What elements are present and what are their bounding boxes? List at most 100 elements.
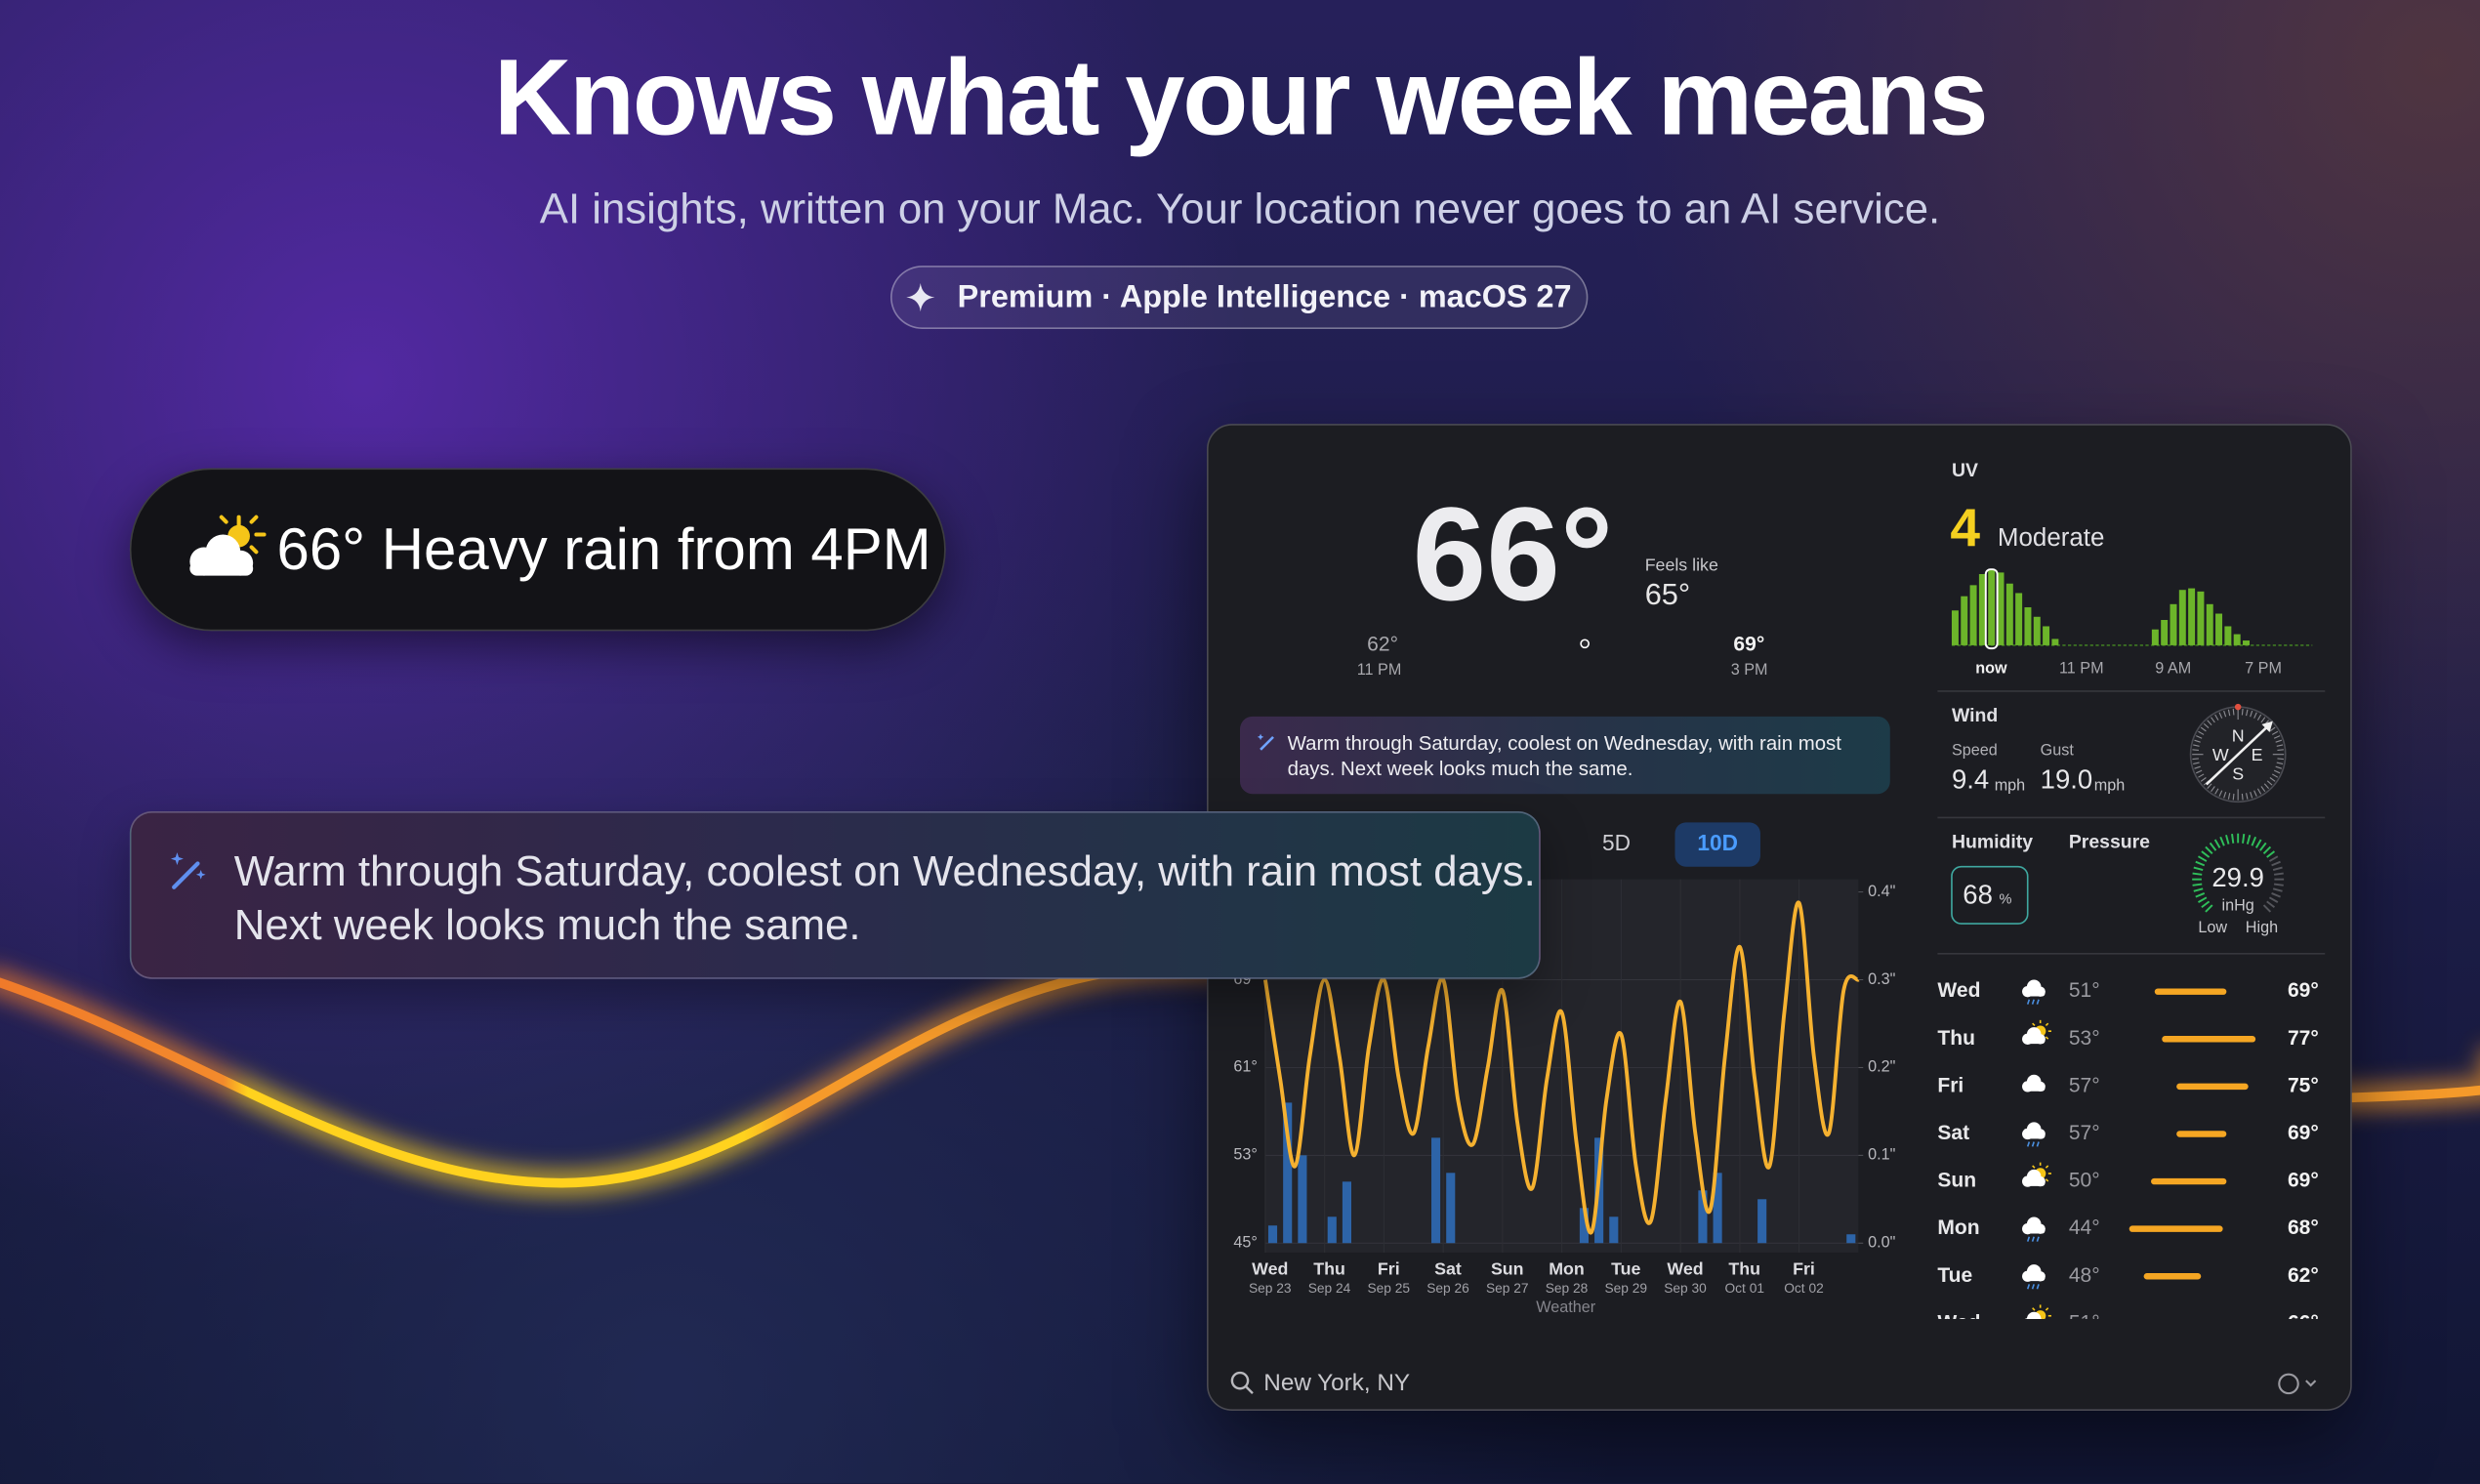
compass-tick [2273, 735, 2281, 739]
compass-tick [2207, 720, 2212, 725]
precipitation-bar [1446, 1173, 1456, 1244]
low-time: 11 PM [1357, 661, 1402, 679]
cloud [2022, 1037, 2046, 1045]
uv-bar [2043, 626, 2050, 645]
gauge-tick [2262, 845, 2272, 855]
notification-text: 66° Heavy rain from 4PM [276, 516, 931, 583]
uv-bar [2197, 591, 2205, 645]
cloud [2022, 1085, 2046, 1092]
uv-bar [2233, 634, 2241, 645]
rain-drop [2026, 1236, 2031, 1242]
x-tick-label: Thu [1313, 1258, 1345, 1278]
settings-button[interactable] [2278, 1373, 2299, 1395]
day-label: Fri [1937, 1074, 1963, 1096]
x-tick-label: Sun [1491, 1258, 1524, 1278]
search-text[interactable]: New York, NY [1263, 1370, 1410, 1396]
x-tick-label: Mon [1549, 1258, 1585, 1278]
rain-drop [2026, 1284, 2031, 1290]
y2-tick-label: 0.0" [1868, 1234, 1896, 1252]
uv-now-marker [1984, 568, 1999, 650]
uv-bar [2170, 603, 2177, 645]
tab-selected[interactable] [1674, 822, 1760, 867]
tab[interactable]: 5D [1602, 830, 1631, 855]
tab[interactable]: 10D [1697, 830, 1738, 855]
compass-tick [2260, 786, 2266, 793]
gauge-tick [2195, 892, 2206, 898]
sparkle [1257, 733, 1264, 741]
x-tick-label: Sat [1434, 1258, 1462, 1278]
precipitation-bar [1579, 1208, 1589, 1244]
uv-bar [2178, 590, 2186, 645]
low-temp: 62° [1367, 633, 1398, 655]
insight-text: Warm through Saturday, coolest on Wednes… [233, 847, 1536, 949]
compass-tick [2196, 735, 2203, 739]
speed-label: Speed [1952, 742, 1998, 760]
subtitle: AI insights, written on your Mac. Your l… [539, 185, 1941, 233]
current-dot [1580, 639, 1590, 649]
x-tick-date: Sep 29 [1604, 1281, 1647, 1296]
cloud [2023, 1322, 2046, 1328]
x-tick-label: Thu [1728, 1258, 1760, 1278]
gauge-tick [2268, 896, 2279, 903]
cloud [189, 534, 254, 576]
compass-tick [2214, 714, 2219, 721]
precipitation-bar [1609, 1216, 1619, 1244]
compass-tick [2223, 710, 2227, 718]
gauge-tick [2219, 836, 2225, 846]
day-label: Wed [1937, 979, 1980, 1002]
x-tick-date: Sep 25 [1367, 1281, 1410, 1296]
compass-letter: S [2232, 763, 2244, 783]
rain-drop [2031, 1236, 2035, 1242]
x-tick-date: Sep 30 [1664, 1281, 1707, 1296]
uv-bar [1969, 585, 1977, 645]
uv-bar [2033, 616, 2041, 645]
high-temp: 69° [1733, 633, 1764, 655]
uv-bar [2243, 640, 2250, 645]
compass-letter: E [2252, 745, 2263, 764]
uv-bar [1997, 572, 2005, 645]
wind-gust: 19.0 [2041, 763, 2093, 794]
feels-like-label: Feels like [1645, 556, 1718, 575]
precipitation-bar [1298, 1155, 1307, 1244]
low-label: 51° [2069, 979, 2100, 1002]
day-label: Tue [1937, 1264, 1972, 1287]
settings-chevron[interactable] [2305, 1380, 2317, 1387]
x-tick-label: Tue [1611, 1258, 1640, 1278]
gauge-tick [2266, 850, 2276, 858]
compass-tick [2250, 792, 2253, 799]
day-label: Mon [1937, 1216, 1979, 1239]
low-label: 51° [2069, 1311, 2100, 1334]
gauge-tick [2201, 850, 2211, 858]
gauge-tick [2213, 839, 2221, 848]
sun-ray [2032, 1307, 2036, 1311]
x-tick-label: Wed [1252, 1258, 1288, 1278]
y-tick-label: 45° [1233, 1234, 1257, 1252]
compass-tick [2218, 790, 2223, 797]
compass-tick [2253, 790, 2257, 797]
gauge-tick [2273, 883, 2284, 886]
compass-tick [2207, 783, 2212, 789]
compass-tick [2214, 788, 2219, 795]
compass-tick [2269, 777, 2276, 782]
compass-tick [2193, 744, 2200, 747]
uv-time-label: 11 PM [2059, 659, 2104, 677]
compass-tick [2211, 786, 2215, 793]
compass-tick [2266, 780, 2273, 786]
rain-drop [2036, 1236, 2040, 1242]
compass-tick [2256, 714, 2262, 721]
gust-label: Gust [2041, 742, 2075, 760]
x-tick-date: Sep 27 [1486, 1281, 1529, 1296]
high-label: 62° [2288, 1264, 2319, 1287]
wind-label: Wind [1952, 705, 1998, 726]
weather-icon [2022, 1162, 2052, 1187]
badge-text: Premium · Apple Intelligence · macOS 27 [957, 279, 1572, 315]
cloud [2038, 1318, 2043, 1319]
low-label: 53° [2069, 1027, 2100, 1050]
high-label: 68° [2288, 1216, 2319, 1239]
sun-rays [219, 515, 267, 555]
uv-bar [2215, 613, 2223, 645]
uv-time-label: now [1975, 659, 2007, 677]
compass-letter: N [2232, 726, 2245, 746]
gauge-tick [2195, 860, 2206, 867]
compass-tick [2275, 739, 2283, 743]
